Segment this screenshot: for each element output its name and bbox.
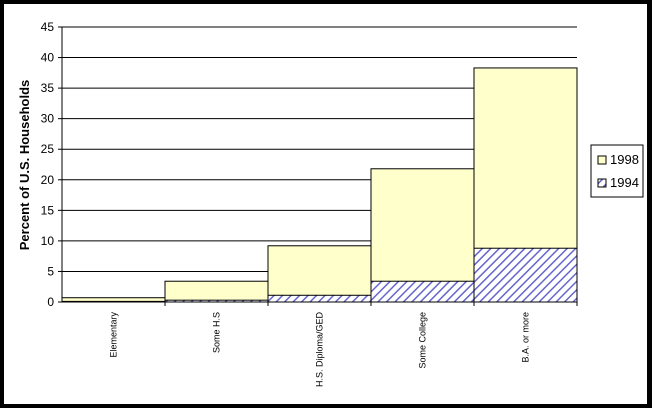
legend-label-1998: 1998 <box>610 152 639 167</box>
x-tick-label-1: Some H.S <box>212 312 222 353</box>
axis-labels: 0 5 10 15 20 25 30 35 40 45 Elementary Some H.S H.S.… <box>17 20 531 387</box>
y-tick-label-45: 45 <box>41 20 55 34</box>
y-tick-label-15: 15 <box>41 203 55 217</box>
bar-1998-3 <box>370 168 475 303</box>
y-tick-label-10: 10 <box>41 234 55 248</box>
x-tick-label-2: H.S. Diploma/GED <box>315 312 325 388</box>
y-tick-label-25: 25 <box>41 142 55 156</box>
y-tick-label-35: 35 <box>41 81 55 95</box>
y-tick-label-20: 20 <box>41 173 55 187</box>
bar-1994-4 <box>473 247 578 303</box>
legend-label-1994: 1994 <box>610 175 639 190</box>
legend-swatch-1994 <box>597 178 607 188</box>
bar-1998-2 <box>267 245 372 303</box>
axes <box>58 26 578 306</box>
y-tick-label-0: 0 <box>47 295 54 309</box>
y-tick-label-30: 30 <box>41 112 55 126</box>
y-tick-label-5: 5 <box>47 264 54 278</box>
x-tick-label-3: Some College <box>418 312 428 369</box>
bars <box>61 67 578 303</box>
legend-box <box>590 144 644 198</box>
y-tick-label-40: 40 <box>41 51 55 65</box>
legend-swatch-1998 <box>597 155 607 165</box>
bar-1994-3 <box>370 280 475 303</box>
bar-1994-2 <box>267 294 372 303</box>
legend: 1998 1994 <box>590 144 644 198</box>
x-tick-label-0: Elementary <box>109 312 119 358</box>
bar-1998-1 <box>164 280 269 303</box>
y-axis-title: Percent of U.S. Households <box>17 80 32 250</box>
x-tick-label-4: B.A. or more <box>521 312 531 363</box>
